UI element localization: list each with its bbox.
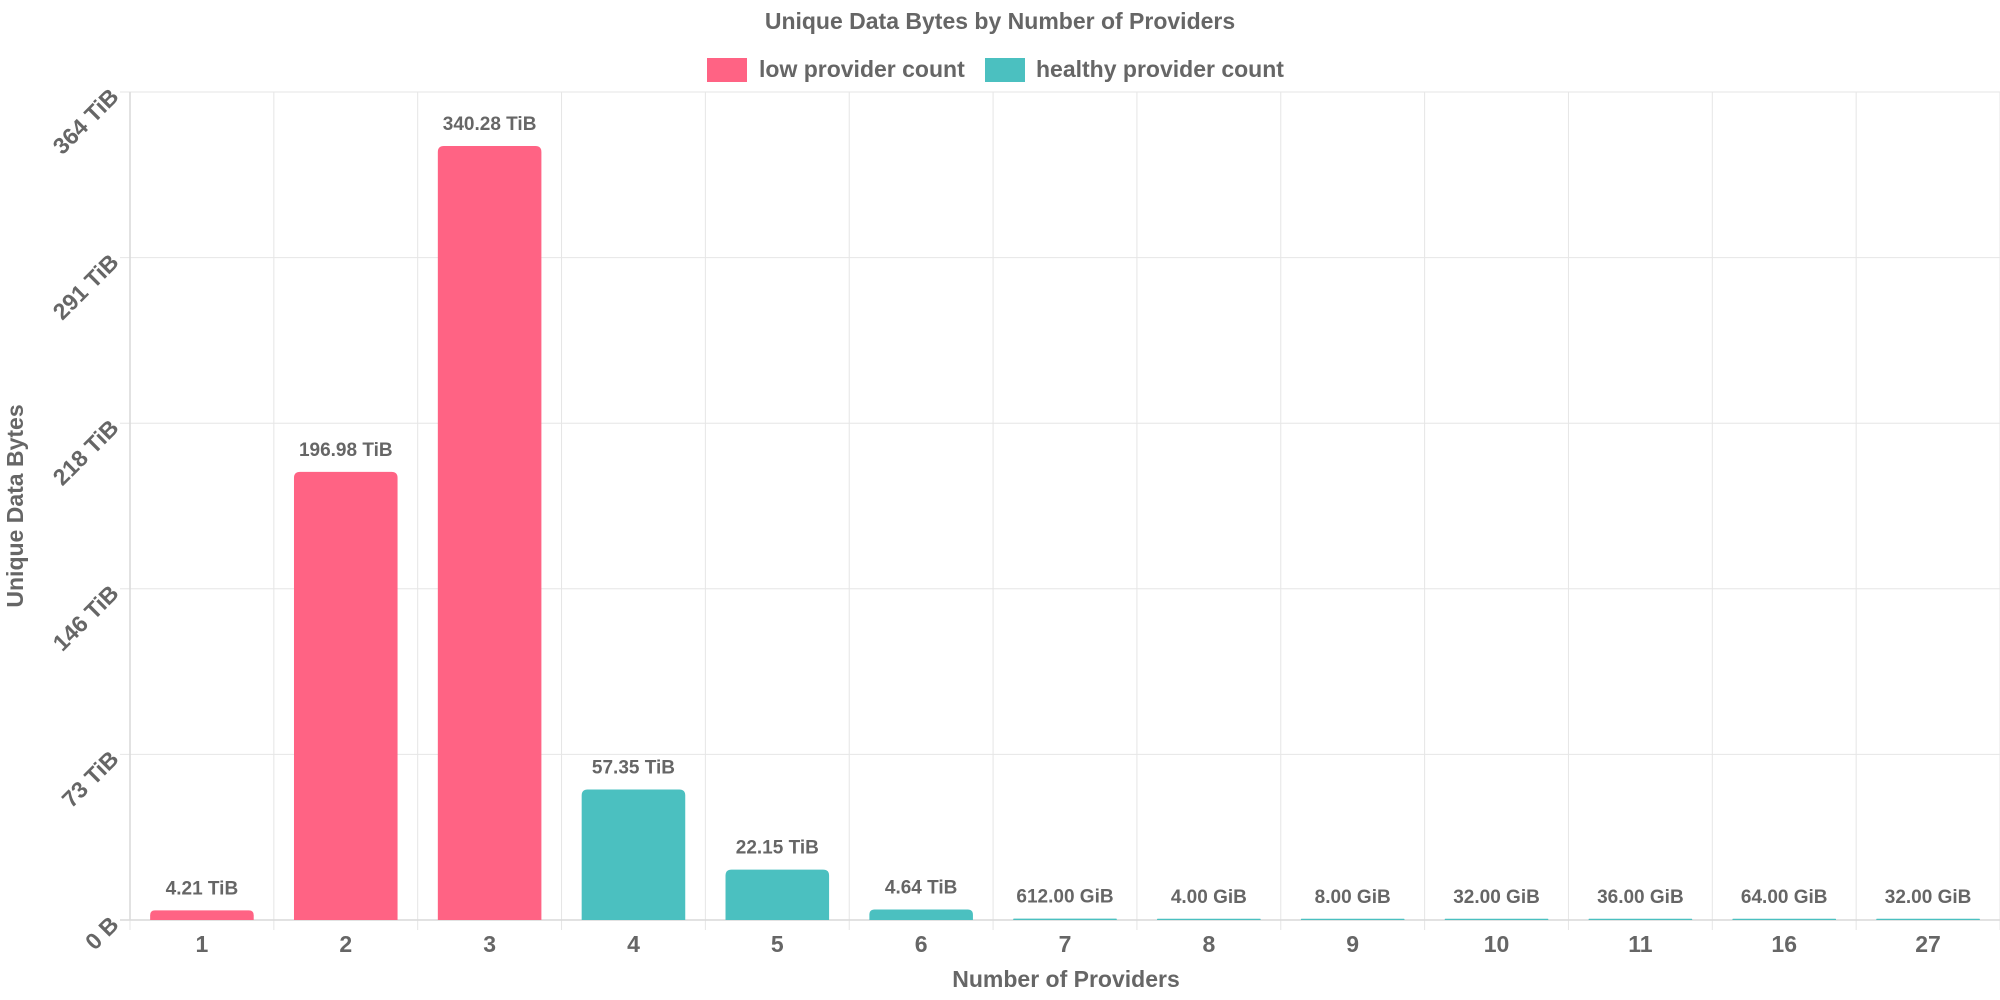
x-tick-label-5: 5 [771, 931, 784, 957]
data-label-5: 22.15 TiB [736, 838, 819, 859]
y-tick-label: 364 TiB [48, 83, 124, 159]
legend-label-low[interactable]: low provider count [759, 56, 965, 82]
legend-label-healthy[interactable]: healthy provider count [1036, 56, 1284, 82]
bar-9[interactable] [1300, 918, 1405, 920]
legend-swatch-low[interactable] [707, 58, 747, 82]
bar-2[interactable] [293, 471, 398, 920]
data-label-9: 8.00 GiB [1315, 887, 1391, 908]
bar-10[interactable] [1444, 918, 1549, 920]
data-label-6: 4.64 TiB [885, 877, 958, 898]
grid [120, 91, 2000, 930]
y-tick-label: 146 TiB [48, 580, 124, 656]
chart-title: Unique Data Bytes by Number of Providers [765, 8, 1235, 34]
x-tick-label-10: 10 [1484, 931, 1510, 957]
data-label-16: 64.00 GiB [1741, 887, 1828, 908]
bar-6[interactable] [869, 909, 973, 920]
bar-1[interactable] [150, 910, 254, 920]
data-label-3: 340.28 TiB [443, 114, 537, 135]
x-tick-label-9: 9 [1346, 931, 1359, 957]
data-label-7: 612.00 GiB [1016, 887, 1113, 908]
data-label-8: 4.00 GiB [1171, 887, 1247, 908]
bar-5[interactable] [725, 869, 830, 920]
x-tick-label-3: 3 [483, 931, 496, 957]
bar-7[interactable] [1013, 918, 1117, 920]
legend: low provider count healthy provider count [707, 56, 1284, 82]
x-tick-label-4: 4 [627, 931, 640, 957]
data-label-27: 32.00 GiB [1885, 887, 1972, 908]
legend-swatch-healthy[interactable] [985, 58, 1025, 82]
x-axis-ticks: 1 2 3 4 5 6 7 8 9 10 11 16 27 [196, 931, 1941, 957]
x-axis-title: Number of Providers [952, 966, 1180, 992]
x-tick-label-7: 7 [1059, 931, 1072, 957]
x-tick-label-8: 8 [1202, 931, 1215, 957]
bar-16[interactable] [1732, 918, 1837, 920]
bar-4[interactable] [581, 789, 686, 920]
y-tick-label: 73 TiB [57, 746, 124, 813]
data-label-2: 196.98 TiB [299, 440, 393, 461]
y-tick-label: 291 TiB [48, 249, 124, 325]
bars [150, 145, 1980, 920]
x-tick-label-16: 16 [1771, 931, 1797, 957]
data-label-1: 4.21 TiB [166, 878, 239, 899]
bar-8[interactable] [1157, 918, 1261, 920]
bar-27[interactable] [1876, 918, 1980, 920]
y-tick-label: 218 TiB [48, 414, 124, 490]
data-label-10: 32.00 GiB [1453, 887, 1540, 908]
y-tick-label: 0 B [80, 911, 124, 955]
data-label-4: 57.35 TiB [592, 758, 675, 779]
bar-3[interactable] [437, 145, 542, 920]
y-axis-title: Unique Data Bytes [2, 404, 28, 607]
x-tick-label-27: 27 [1915, 931, 1941, 957]
data-label-11: 36.00 GiB [1597, 887, 1684, 908]
x-tick-label-2: 2 [339, 931, 352, 957]
x-tick-label-1: 1 [196, 931, 209, 957]
data-labels: 4.21 TiB 196.98 TiB 340.28 TiB 57.35 TiB 22.… [166, 114, 1972, 908]
bar-11[interactable] [1588, 918, 1693, 920]
y-axis-ticks: 0 B 73 TiB 146 TiB 218 TiB 291 TiB 364 TiB [48, 83, 124, 955]
x-tick-label-6: 6 [915, 931, 928, 957]
x-tick-label-11: 11 [1628, 931, 1653, 957]
